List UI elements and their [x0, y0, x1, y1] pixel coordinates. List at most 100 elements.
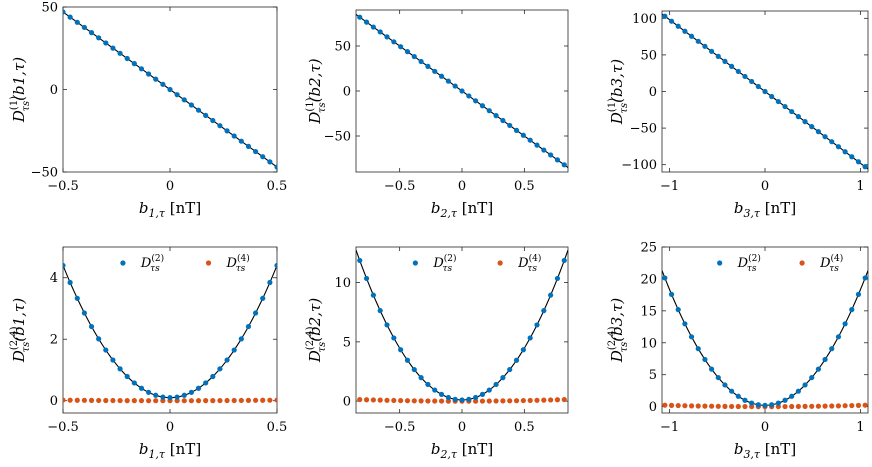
- data-point: [507, 398, 513, 404]
- data-point: [432, 387, 438, 393]
- data-point: [181, 97, 187, 103]
- x-axis-label-p2: b2,τ [nT]: [431, 199, 493, 220]
- data-point: [398, 347, 404, 353]
- data-point: [534, 397, 540, 403]
- x-tick-label: −1: [660, 420, 679, 435]
- data-point: [548, 292, 554, 298]
- data-point: [835, 144, 842, 150]
- data-point: [217, 123, 223, 129]
- data-point: [809, 124, 815, 130]
- chart-panel-p2: −0.5 0 0.5 −50 0 50 b2,τ [nT] D(1)τs(b2,τ): [305, 9, 569, 220]
- data-point: [554, 157, 561, 163]
- data-point: [722, 58, 728, 64]
- data-point: [103, 40, 109, 46]
- data-point: [829, 403, 835, 409]
- data-point: [267, 279, 273, 286]
- data-point: [391, 397, 397, 404]
- data-point: [432, 68, 438, 74]
- legend-marker: [120, 260, 126, 266]
- data-point: [822, 403, 828, 409]
- data-point: [682, 28, 688, 34]
- data-point: [527, 397, 533, 404]
- data-point: [855, 291, 862, 297]
- y-tick-label: −50: [31, 166, 58, 181]
- y-axis-label-p4: D(2,4)τs(b1,τ): [9, 298, 32, 363]
- data-point: [174, 92, 180, 98]
- data-point: [210, 117, 216, 124]
- x-tick-label: −0.5: [47, 420, 79, 435]
- data-point: [110, 357, 116, 363]
- data-point: [795, 403, 801, 410]
- data-point: [742, 73, 748, 80]
- data-point: [81, 310, 87, 316]
- y-tick-label: 0: [50, 83, 58, 98]
- data-point: [88, 30, 95, 36]
- data-point: [438, 391, 445, 397]
- data-point: [682, 321, 688, 327]
- data-point: [217, 397, 223, 404]
- x-tick-label: 0: [166, 420, 174, 435]
- data-point: [500, 398, 506, 404]
- data-point: [384, 397, 390, 403]
- data-point: [384, 322, 390, 328]
- data-point: [67, 279, 73, 286]
- y-tick-label: 100: [632, 12, 657, 27]
- data-point: [695, 403, 701, 409]
- data-point: [63, 397, 66, 403]
- data-point: [153, 76, 159, 82]
- data-point: [231, 133, 237, 139]
- data-point: [822, 134, 828, 140]
- y-axis-label-p1: D(1)τs(b1,τ): [9, 57, 32, 123]
- data-point: [370, 292, 376, 298]
- data-point: [479, 391, 486, 397]
- data-point: [195, 107, 202, 113]
- data-point: [210, 398, 216, 404]
- data-point: [479, 103, 486, 109]
- data-point: [675, 23, 681, 29]
- data-point: [432, 398, 438, 404]
- data-point: [862, 164, 868, 170]
- data-point: [829, 139, 835, 145]
- data-point: [561, 396, 567, 403]
- data-point: [203, 380, 209, 386]
- chart-panel-p4: −0.5 0 0.5 0 2 4 D(2) τs D(4) τs b1,τ [nT] D(2,4)τs…: [9, 246, 287, 461]
- data-point: [74, 397, 80, 403]
- x-tick-label: −1: [660, 179, 679, 194]
- data-point: [662, 275, 668, 281]
- data-point: [749, 78, 755, 85]
- data-point: [507, 366, 513, 373]
- data-point: [554, 275, 561, 282]
- data-point: [782, 103, 788, 110]
- data-point: [418, 58, 424, 65]
- legend-label: D(4) τs: [226, 253, 250, 274]
- data-point: [493, 113, 499, 119]
- data-point: [377, 397, 383, 403]
- y-axis-label-p2: D(1)τs(b2,τ): [305, 58, 328, 124]
- data-point: [131, 61, 137, 67]
- x-axis-label-p5: b2,τ [nT]: [431, 440, 493, 461]
- data-point: [486, 387, 492, 393]
- data-point: [742, 403, 748, 410]
- data-point: [124, 373, 130, 380]
- data-point: [274, 397, 277, 403]
- data-point: [466, 396, 472, 402]
- data-point: [682, 403, 688, 409]
- data-point: [473, 394, 479, 401]
- y-tick-label: 4: [50, 271, 58, 286]
- data-point: [384, 34, 390, 40]
- data-point: [153, 398, 159, 404]
- data-point: [117, 50, 123, 56]
- data-point: [695, 346, 701, 352]
- data-point: [74, 295, 80, 301]
- data-point: [715, 403, 721, 409]
- data-point: [411, 366, 417, 373]
- data-point: [548, 152, 554, 158]
- data-point: [425, 381, 431, 388]
- data-point: [357, 14, 363, 20]
- data-point: [63, 262, 66, 269]
- data-point: [548, 397, 554, 403]
- x-tick-label: 1: [856, 179, 864, 194]
- y-tick-label: −50: [324, 130, 351, 145]
- data-point: [357, 396, 363, 403]
